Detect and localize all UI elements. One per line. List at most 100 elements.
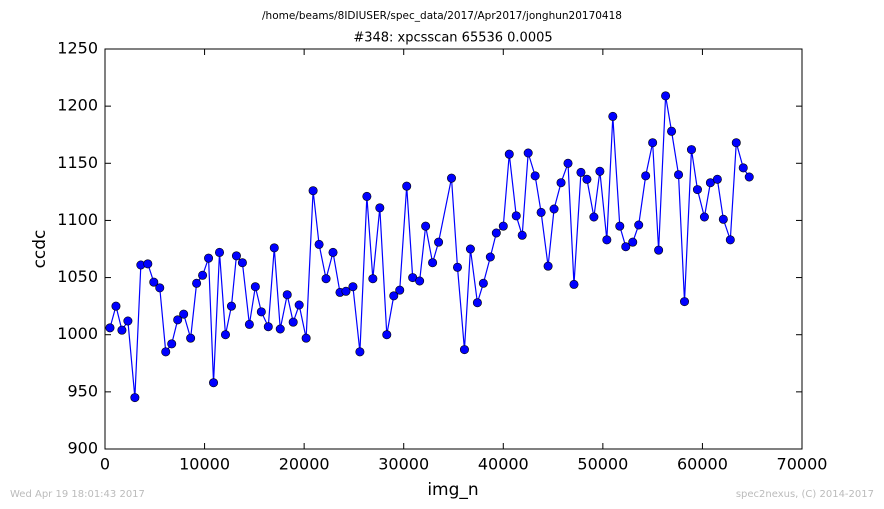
data-point — [382, 330, 392, 340]
data-point — [498, 221, 508, 231]
data-point — [712, 174, 722, 184]
data-point — [256, 307, 266, 317]
x-tick-label: 60000 — [677, 455, 728, 474]
y-tick-label: 1150 — [57, 153, 98, 172]
series-line — [109, 95, 750, 398]
data-point — [244, 319, 254, 329]
data-point — [389, 291, 399, 301]
data-point — [231, 251, 241, 261]
data-point — [308, 186, 318, 196]
data-point — [523, 148, 533, 158]
data-point — [511, 211, 521, 221]
data-point — [634, 220, 644, 230]
data-point — [692, 185, 702, 195]
y-tick-label: 1100 — [57, 210, 98, 229]
data-point — [738, 163, 748, 173]
x-tick-label: 30000 — [378, 455, 429, 474]
data-point — [465, 244, 475, 254]
data-point — [556, 178, 566, 188]
chart-suptitle: /home/beams/8IDIUSER/spec_data/2017/Apr2… — [262, 10, 622, 22]
y-tick-label: 950 — [67, 381, 98, 400]
data-point — [661, 91, 671, 101]
x-axis-label: img_n — [427, 480, 478, 500]
data-point — [314, 239, 324, 249]
data-point — [111, 301, 121, 311]
data-point — [328, 247, 338, 257]
data-point — [161, 347, 171, 357]
x-tick-label: 40000 — [478, 455, 529, 474]
data-point — [421, 221, 431, 231]
data-point — [628, 237, 638, 247]
data-point — [105, 323, 115, 333]
data-point — [415, 276, 425, 286]
data-point — [348, 282, 358, 292]
data-point — [149, 277, 159, 287]
data-point — [117, 325, 127, 335]
x-tick-label: 10000 — [179, 455, 230, 474]
y-tick-label: 1050 — [57, 267, 98, 286]
x-tick-label: 0 — [100, 455, 110, 474]
data-point — [680, 297, 690, 307]
data-point — [362, 191, 372, 201]
chart-title: #348: xpcsscan 65536 0.0005 — [353, 31, 552, 46]
data-point — [517, 230, 527, 240]
data-point — [269, 243, 279, 253]
data-point — [321, 274, 331, 284]
y-tick-label: 1200 — [57, 96, 98, 115]
x-tick-label: 50000 — [577, 455, 628, 474]
data-point — [530, 171, 540, 181]
data-point — [478, 278, 488, 288]
data-point — [569, 279, 579, 289]
data-point — [459, 345, 469, 355]
data-point — [263, 322, 273, 332]
data-point — [143, 259, 153, 269]
data-point — [173, 315, 183, 325]
data-point — [209, 378, 219, 388]
data-point — [123, 316, 133, 326]
data-point — [130, 393, 140, 403]
data-point — [549, 204, 559, 214]
data-point — [641, 171, 651, 181]
data-point — [485, 252, 495, 262]
data-point — [186, 333, 196, 343]
data-point — [155, 283, 165, 293]
data-point — [237, 258, 247, 268]
data-point — [582, 174, 592, 184]
data-point — [731, 138, 741, 148]
data-point — [654, 245, 664, 255]
data-point — [428, 258, 438, 268]
data-point — [718, 214, 728, 224]
data-point — [589, 212, 599, 222]
data-point — [621, 242, 631, 252]
data-point — [294, 300, 304, 310]
x-tick-label: 20000 — [279, 455, 330, 474]
plot-frame — [104, 48, 803, 450]
data-point — [204, 253, 214, 263]
data-point — [250, 282, 260, 292]
footer-left: Wed Apr 19 18:01:43 2017 — [10, 489, 145, 500]
data-point — [341, 286, 351, 296]
data-point — [725, 235, 735, 245]
data-point — [355, 347, 365, 357]
data-point — [543, 261, 553, 271]
data-point — [402, 181, 412, 191]
data-point — [595, 166, 605, 176]
data-point — [288, 317, 298, 327]
data-point — [648, 138, 658, 148]
y-tick-label: 1000 — [57, 324, 98, 343]
y-tick-label: 1250 — [57, 39, 98, 58]
y-tick-label: 900 — [67, 439, 98, 458]
data-point — [699, 212, 709, 222]
data-point — [220, 330, 230, 340]
x-tick-label: 70000 — [777, 455, 828, 474]
data-point — [447, 173, 457, 183]
data-point — [608, 111, 618, 121]
data-point — [686, 145, 696, 155]
data-point — [744, 172, 754, 182]
data-point — [472, 298, 482, 308]
data-point — [215, 247, 225, 257]
data-point — [563, 158, 573, 168]
data-point — [667, 126, 677, 136]
